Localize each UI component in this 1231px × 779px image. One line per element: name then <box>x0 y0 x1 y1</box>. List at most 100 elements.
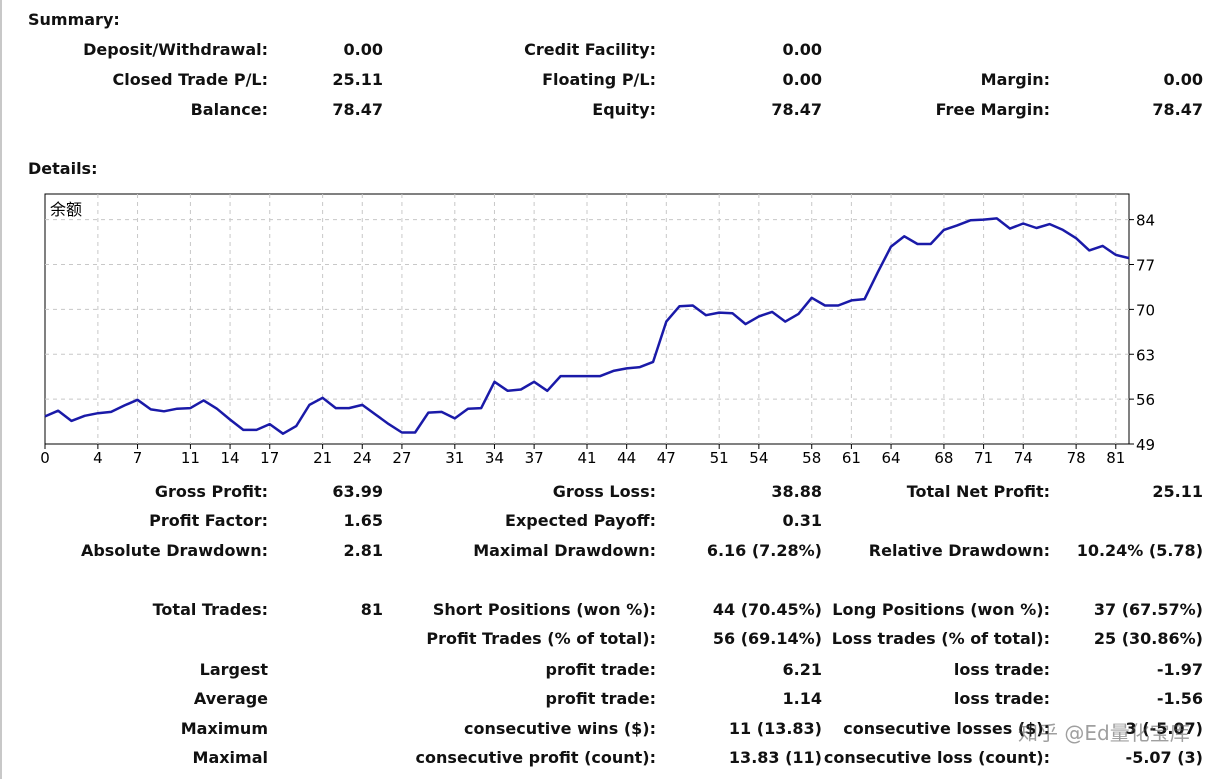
details-label: Profit Factor: <box>149 511 268 530</box>
y-tick-label: 70 <box>1136 301 1155 319</box>
summary-label: Equity: <box>592 100 656 119</box>
x-tick-label: 37 <box>525 449 544 467</box>
window-left-border <box>0 0 2 779</box>
details-label: profit trade: <box>545 689 656 708</box>
details-value: 81 <box>360 600 383 619</box>
balance-line <box>44 217 1130 435</box>
summary-value: 0.00 <box>343 40 383 59</box>
x-tick-label: 51 <box>710 449 729 467</box>
details-value: 11 (13.83) <box>728 719 822 738</box>
summary-value: 78.47 <box>1152 100 1203 119</box>
x-tick-label: 27 <box>392 449 411 467</box>
chart-plot-area <box>44 193 1130 445</box>
x-tick-label: 78 <box>1067 449 1086 467</box>
details-label: Profit Trades (% of total): <box>426 629 656 648</box>
details-value: 63.99 <box>332 482 383 501</box>
details-label: Loss trades (% of total): <box>831 629 1050 648</box>
details-label: loss trade: <box>953 689 1050 708</box>
x-tick-label: 34 <box>485 449 504 467</box>
details-value: 6.21 <box>782 660 822 679</box>
details-value: 6.16 (7.28%) <box>706 541 822 560</box>
details-label: Absolute Drawdown: <box>80 541 268 560</box>
x-tick-label: 31 <box>445 449 464 467</box>
details-label: Relative Drawdown: <box>868 541 1050 560</box>
details-label: Maximal <box>192 748 268 767</box>
x-tick-label: 0 <box>40 449 50 467</box>
details-value: 10.24% (5.78) <box>1076 541 1203 560</box>
x-tick-label: 47 <box>657 449 676 467</box>
watermark: 知乎 @Ed量化宝库 <box>1018 721 1190 745</box>
balance-chart-svg: 0 4 7 11 14 17 21 24 27 31 34 37 41 44 47 51 54 58 61 64 68 7… <box>40 193 1155 467</box>
details-label: Expected Payoff: <box>505 511 656 530</box>
x-tick-label: 54 <box>749 449 768 467</box>
x-tick-label: 68 <box>934 449 953 467</box>
summary-value: 25.11 <box>332 70 383 89</box>
details-label: Maximum <box>180 719 268 738</box>
summary-label: Deposit/Withdrawal: <box>83 40 268 59</box>
details-value: 56 (69.14%) <box>712 629 822 648</box>
summary-label: Free Margin: <box>935 100 1050 119</box>
x-tick-label: 24 <box>353 449 372 467</box>
y-tick-label: 84 <box>1136 212 1155 230</box>
details-value: 1.14 <box>782 689 822 708</box>
details-label: loss trade: <box>953 660 1050 679</box>
x-tick-label: 21 <box>313 449 332 467</box>
details-label: Gross Loss: <box>552 482 656 501</box>
details-label: profit trade: <box>545 660 656 679</box>
y-tick-label: 49 <box>1136 436 1155 454</box>
summary-label: Floating P/L: <box>542 70 656 89</box>
x-tick-label: 81 <box>1106 449 1125 467</box>
x-tick-label: 17 <box>260 449 279 467</box>
summary-label: Margin: <box>980 70 1050 89</box>
details-label: Maximal Drawdown: <box>473 541 656 560</box>
details-value: 2.81 <box>343 541 383 560</box>
x-tick-label: 11 <box>181 449 200 467</box>
x-tick-label: 64 <box>882 449 901 467</box>
balance-chart: 0 4 7 11 14 17 21 24 27 31 34 37 41 44 47 51 54 58 61 64 68 7… <box>40 193 1155 467</box>
summary-value: 0.00 <box>782 40 822 59</box>
details-title: Details: <box>28 159 98 178</box>
details-value: 3 (-5.07) <box>1125 719 1203 738</box>
y-tick-label: 77 <box>1136 257 1155 275</box>
details-label: consecutive wins ($): <box>463 719 656 738</box>
details-label: Short Positions (won %): <box>432 600 656 619</box>
summary-title: Summary: <box>28 10 120 29</box>
details-value: 37 (67.57%) <box>1093 600 1203 619</box>
details-value: 0.31 <box>782 511 822 530</box>
details-label: consecutive losses ($): <box>843 719 1050 738</box>
x-tick-label: 74 <box>1014 449 1033 467</box>
x-tick-label: 71 <box>974 449 993 467</box>
x-tick-label: 58 <box>802 449 821 467</box>
summary-label: Credit Facility: <box>524 40 656 59</box>
x-tick-label: 4 <box>93 449 103 467</box>
details-value: -1.56 <box>1156 689 1203 708</box>
summary-value: 0.00 <box>1163 70 1203 89</box>
chart-title: 余额 <box>50 200 82 219</box>
summary-label: Closed Trade P/L: <box>112 70 269 89</box>
details-value: 13.83 (11) <box>728 748 822 767</box>
details-label: Largest <box>199 660 268 679</box>
x-tick-label: 44 <box>617 449 636 467</box>
details-value: 25.11 <box>1152 482 1203 501</box>
details-value: -1.97 <box>1156 660 1203 679</box>
x-tick-label: 41 <box>577 449 596 467</box>
details-label: Total Trades: <box>152 600 268 619</box>
summary-value: 78.47 <box>771 100 822 119</box>
x-tick-label: 7 <box>133 449 143 467</box>
details-label: Total Net Profit: <box>906 482 1050 501</box>
x-tick-label: 61 <box>842 449 861 467</box>
details-value: 1.65 <box>343 511 383 530</box>
summary-label: Balance: <box>190 100 268 119</box>
details-label: consecutive loss (count): <box>823 748 1050 767</box>
details-label: Average <box>193 689 268 708</box>
details-label: Long Positions (won %): <box>832 600 1050 619</box>
y-tick-label: 63 <box>1136 346 1155 364</box>
details-value: 38.88 <box>771 482 822 501</box>
details-label: consecutive profit (count): <box>415 748 656 767</box>
details-value: -5.07 (3) <box>1125 748 1203 767</box>
details-label: Gross Profit: <box>154 482 268 501</box>
details-value: 44 (70.45%) <box>712 600 822 619</box>
x-tick-label: 14 <box>221 449 240 467</box>
summary-value: 0.00 <box>782 70 822 89</box>
summary-value: 78.47 <box>332 100 383 119</box>
